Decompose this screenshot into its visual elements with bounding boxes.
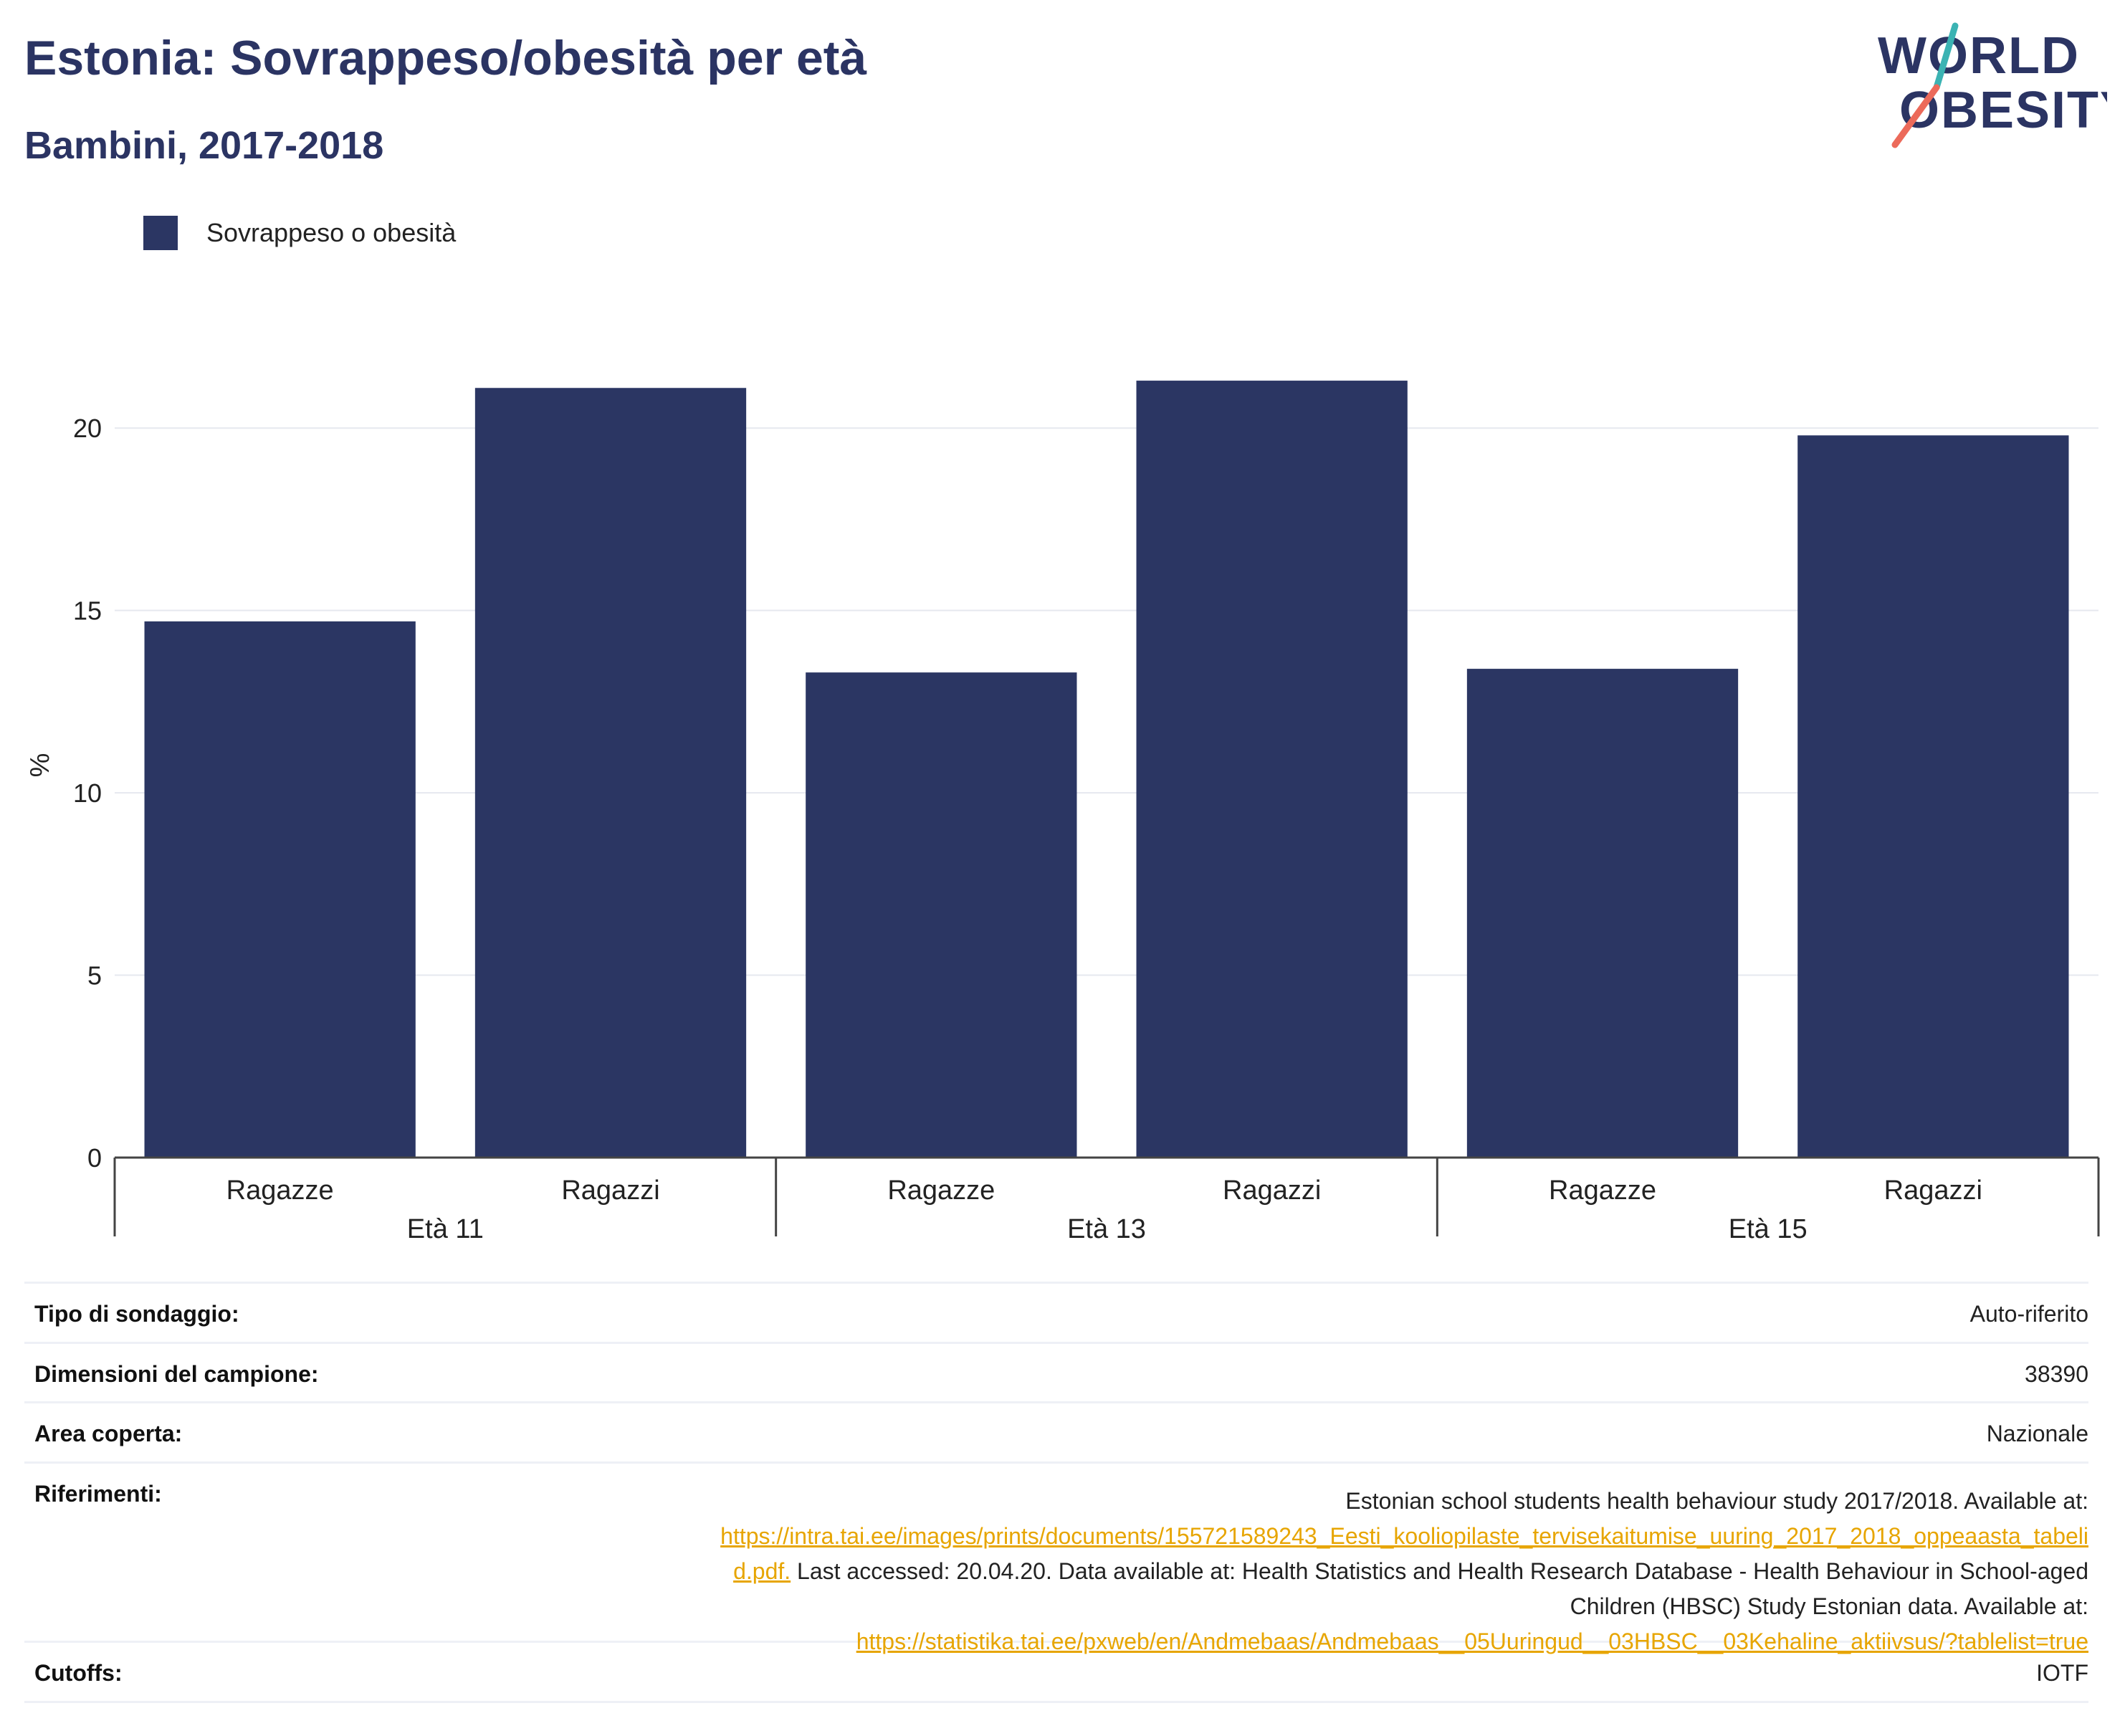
table-row: Tipo di sondaggio: Auto-riferito (24, 1284, 2088, 1344)
y-tick-label: 5 (87, 961, 102, 991)
legend-swatch (143, 216, 178, 250)
table-row: Riferimenti: Estonian school students he… (24, 1464, 2088, 1654)
sample-size-label: Dimensioni del campione: (34, 1361, 319, 1387)
x-group-label: Età 13 (1067, 1214, 1146, 1244)
table-row: Cutoffs: IOTF (24, 1643, 2088, 1703)
legend-label: Sovrappeso o obesità (206, 218, 457, 247)
y-tick-label: 0 (87, 1143, 102, 1173)
survey-type-value: Auto-riferito (1969, 1301, 2088, 1327)
world-obesity-logo: WORLD OBESITY (1878, 22, 2107, 148)
reference-link-1[interactable]: https://intra.tai.ee/images/prints/docum… (720, 1523, 2088, 1549)
reference-text-access: Last accessed: 20.04.20. Data available … (791, 1558, 2088, 1584)
metadata-table: Tipo di sondaggio: Auto-riferito Dimensi… (24, 1282, 2088, 1703)
reference-text-line: Children (HBSC) Study Estonian data. Ava… (1570, 1593, 2088, 1619)
bar (806, 672, 1077, 1158)
bar (144, 621, 416, 1158)
x-tick-label: Ragazze (226, 1175, 334, 1206)
y-tick-label: 20 (73, 414, 102, 443)
bar (1797, 435, 2069, 1158)
y-axis-label: % (25, 753, 55, 778)
references-label: Riferimenti: (34, 1481, 162, 1507)
page-subtitle: Bambini, 2017-2018 (24, 124, 384, 167)
sample-size-value: 38390 (2025, 1361, 2088, 1387)
x-tick-label: Ragazzi (561, 1175, 659, 1206)
table-row: Area coperta: Nazionale (24, 1403, 2088, 1464)
bar (1136, 381, 1408, 1158)
chart-legend: Sovrappeso o obesità (143, 215, 456, 251)
bar-chart: 0 5 10 15 20% Ragazze Ragazzi Ragazze Ragazzi Rag… (25, 381, 2100, 1244)
cutoffs-label: Cutoffs: (34, 1660, 123, 1686)
y-tick-label: 10 (73, 778, 102, 808)
cutoffs-value: IOTF (2036, 1660, 2088, 1686)
x-tick-label: Ragazze (887, 1175, 995, 1206)
references-value: Estonian school students health behaviou… (440, 1484, 2088, 1659)
survey-type-label: Tipo di sondaggio: (34, 1301, 239, 1327)
reference-text-line: Estonian school students health behaviou… (1345, 1488, 2088, 1514)
x-tick-label: Ragazzi (1884, 1175, 1982, 1206)
reference-link-1-end[interactable]: d.pdf. (733, 1558, 791, 1584)
area-covered-value: Nazionale (1986, 1421, 2088, 1446)
x-group-label: Età 11 (407, 1214, 484, 1244)
logo-word-world: WORLD (1878, 27, 2080, 85)
x-tick-label: Ragazze (1549, 1175, 1656, 1206)
bar (1466, 669, 1739, 1158)
page-title: Estonia: Sovrappeso/obesità per età (24, 31, 867, 85)
logo-slash-teal (1933, 22, 1959, 91)
bar (474, 388, 747, 1158)
reference-link-2[interactable]: https://statistika.tai.ee/pxweb/en/Andme… (856, 1628, 2088, 1654)
y-tick-label: 15 (73, 596, 102, 626)
x-group-label: Età 15 (1729, 1214, 1808, 1244)
area-covered-label: Area coperta: (34, 1421, 183, 1446)
x-tick-label: Ragazzi (1223, 1175, 1321, 1206)
logo-slash-coral (1891, 84, 1940, 148)
table-row: Dimensioni del campione: 38390 (24, 1344, 2088, 1403)
